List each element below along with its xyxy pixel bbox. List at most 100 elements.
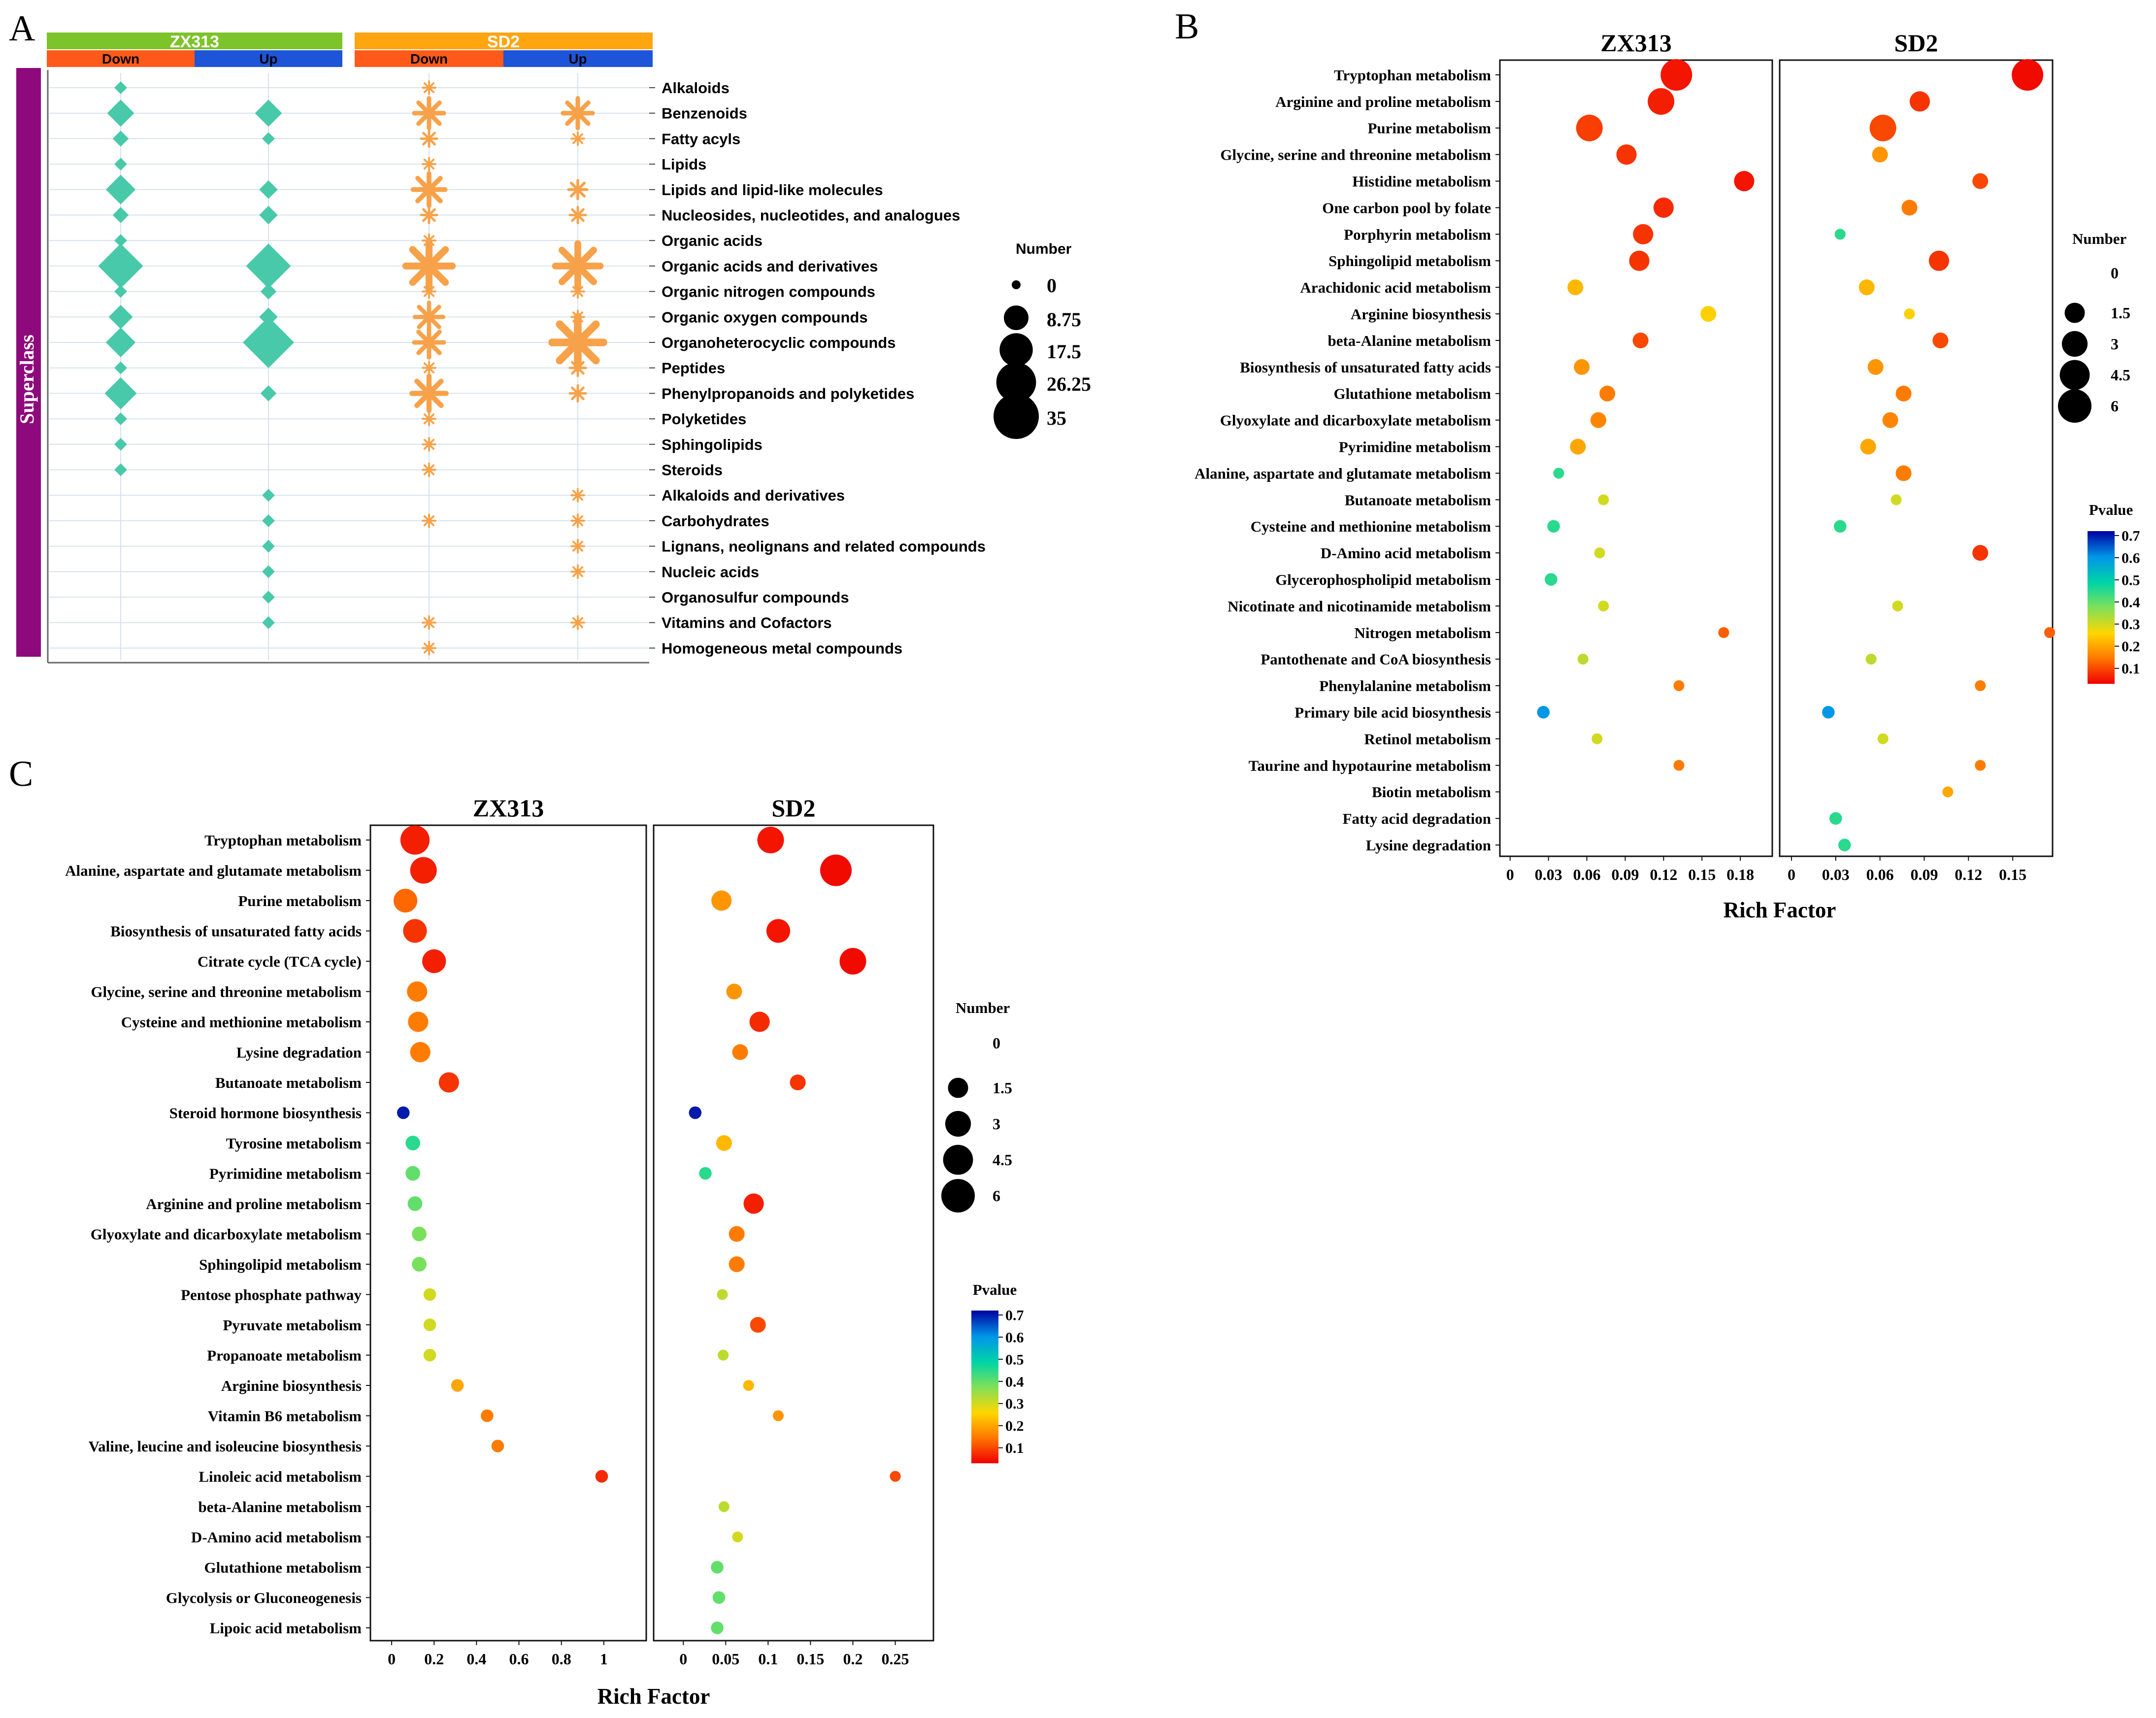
panel-c-point-sd2-steroid-hormone-biosynthesis — [689, 1106, 702, 1119]
panel-b-point-zx313-d-amino-acid-metabolism — [1594, 547, 1605, 559]
superclass-label-sphingolipids: Sphingolipids — [662, 436, 763, 453]
panel-b-pathway-label-glycerophospholipid-metabolism: Glycerophospholipid metabolism — [1275, 571, 1491, 588]
panel-c-pathway-label-glycine-serine-and-threonine-metabolism: Glycine, serine and threonine metabolism — [91, 983, 362, 1000]
panel-c-point-sd2-alanine-aspartate-and-glutamate-metabolism — [820, 854, 852, 886]
point-zx313-down-lipids-and-lipid-like-molecules — [105, 174, 136, 204]
panel-c-facet-title-sd2: SD2 — [772, 794, 816, 822]
panel-b-point-zx313-primary-bile-acid-biosynthesis — [1537, 706, 1550, 719]
point-zx313-up-vitamins-and-cofactors — [262, 616, 275, 629]
point-zx313-down-organic-acids-and-derivatives — [98, 243, 143, 289]
panel-c-x-tick-label: 0.1 — [758, 1650, 778, 1668]
panel-c-point-sd2-glycine-serine-and-threonine-metabolism — [726, 983, 742, 1000]
panel-c-x-axis-title: Rich Factor — [597, 1684, 710, 1709]
superclass-label-homogeneous-metal-compounds: Homogeneous metal compounds — [662, 640, 902, 657]
panel-b-facet-title-zx313: ZX313 — [1600, 29, 1671, 57]
panel-c-point-sd2-butanoate-metabolism — [790, 1074, 806, 1091]
superclass-label-organic-nitrogen-compounds: Organic nitrogen compounds — [662, 283, 875, 301]
point-zx313-down-organic-acids — [114, 234, 127, 247]
panel-b-pathway-label-tryptophan-metabolism: Tryptophan metabolism — [1334, 67, 1491, 84]
panel-c-colorbar-label: 0.1 — [1005, 1440, 1024, 1456]
superclass-label-organic-acids-and-derivatives: Organic acids and derivatives — [662, 258, 878, 275]
panel-c-point-zx313-valine-leucine-and-isoleucine-biosynthesis — [491, 1440, 504, 1452]
point-zx313-up-nucleic-acids — [262, 565, 275, 578]
panel-c-x-tick-label: 0.25 — [882, 1650, 909, 1668]
panel-b-pathway-label-arginine-biosynthesis: Arginine biosynthesis — [1351, 305, 1491, 323]
panel-c-legend-size-label: 6 — [993, 1187, 1000, 1205]
panel-b-pathway-label-primary-bile-acid-biosynthesis: Primary bile acid biosynthesis — [1294, 704, 1491, 721]
panel-b-legend-size-label: 0 — [2111, 264, 2119, 282]
superclass-label-polyketides: Polyketides — [662, 410, 746, 428]
zx313-up-label: Up — [259, 51, 277, 67]
panel-b-x-tick-label: 0.03 — [1822, 866, 1850, 883]
panel-c-point-zx313-lysine-degradation — [410, 1042, 431, 1063]
panel-b-colorbar-label: 0.6 — [2122, 550, 2140, 566]
panel-c-pathway-label-citrate-cycle-tca-cycle: Citrate cycle (TCA cycle) — [198, 953, 362, 970]
panel-b-x-tick-label: 0.06 — [1573, 866, 1601, 883]
panel-b-point-zx313-arachidonic-acid-metabolism — [1567, 279, 1584, 296]
zx313-group-bar — [47, 33, 342, 49]
point-sd2-down-lipids — [422, 157, 436, 171]
panel-b-legend-size-symbol — [2061, 331, 2088, 357]
superclass-label-lignans-neolignans-and-related-compounds: Lignans, neolignans and related compound… — [662, 538, 986, 555]
panel-b-point-sd2-sphingolipid-metabolism — [1928, 250, 1950, 271]
panel-c-point-sd2-pyruvate-metabolism — [750, 1316, 766, 1333]
point-sd2-down-fatty-acyls — [420, 129, 438, 148]
panel-c-facet-box-zx313 — [369, 824, 647, 1642]
panel-b-point-zx313-retinol-metabolism — [1592, 733, 1603, 744]
panel-b-point-sd2-fatty-acid-degradation — [1829, 812, 1842, 825]
panel-c-pathway-label-arginine-and-proline-metabolism: Arginine and proline metabolism — [146, 1195, 362, 1213]
panel-c-point-zx313-pentose-phosphate-pathway — [423, 1288, 436, 1301]
panel-b-x-tick-label: 0.09 — [1611, 866, 1639, 883]
panel-c-facet-title-zx313: ZX313 — [473, 794, 544, 822]
point-sd2-up-phenylpropanoids-and-polyketides — [568, 384, 587, 403]
point-zx313-down-polyketides — [114, 412, 127, 426]
point-sd2-up-organic-acids-and-derivatives — [552, 240, 604, 292]
panel-c-colorbar-label: 0.3 — [1005, 1396, 1024, 1412]
panel-c-pathway-label-pyrimidine-metabolism: Pyrimidine metabolism — [209, 1165, 362, 1182]
panel-c-pathway-label-glyoxylate-and-dicarboxylate-metabolism: Glyoxylate and dicarboxylate metabolism — [91, 1225, 362, 1243]
panel-a-legend-symbol — [996, 362, 1036, 403]
panel-c-pathway-label-butanoate-metabolism: Butanoate metabolism — [215, 1074, 362, 1091]
panel-c-pathway-label-alanine-aspartate-and-glutamate-metabolism: Alanine, aspartate and glutamate metabol… — [65, 862, 362, 879]
superclass-label-organosulfur-compounds: Organosulfur compounds — [662, 589, 849, 606]
panel-a-legend-title: Number — [1016, 241, 1072, 257]
panel-b-pathway-label-porphyrin-metabolism: Porphyrin metabolism — [1344, 226, 1491, 243]
panel-c-pathway-label-biosynthesis-of-unsaturated-fatty-acids: Biosynthesis of unsaturated fatty acids — [110, 922, 362, 940]
panel-b-legend-size-symbol — [2058, 389, 2091, 423]
panel-b-point-zx313-phenylalanine-metabolism — [1673, 680, 1685, 691]
point-zx313-up-phenylpropanoids-and-polyketides — [260, 385, 277, 402]
sd2-down-bar — [355, 50, 503, 67]
panel-c-point-zx313-butanoate-metabolism — [438, 1072, 459, 1093]
panel-c-point-sd2-biosynthesis-of-unsaturated-fatty-acids — [766, 919, 791, 943]
point-zx313-down-nucleosides-nucleotides-and-analogues — [112, 207, 129, 223]
panel-b-colorbar-label: 0.5 — [2122, 572, 2140, 588]
panel-c-pathway-label-vitamin-b6-metabolism: Vitamin B6 metabolism — [208, 1407, 362, 1424]
panel-c-pathway-label-lysine-degradation: Lysine degradation — [236, 1044, 362, 1061]
panel-b-point-zx313-pantothenate-and-coa-biosynthesis — [1577, 653, 1589, 665]
point-sd2-up-lipids-and-lipid-like-molecules — [567, 179, 589, 201]
panel-b-point-sd2-phenylalanine-metabolism — [1975, 680, 1986, 691]
panel-b-pathway-label-butanoate-metabolism: Butanoate metabolism — [1345, 491, 1491, 508]
panel-c-pathway-label-arginine-biosynthesis: Arginine biosynthesis — [221, 1377, 362, 1394]
panel-b-point-zx313-alanine-aspartate-and-glutamate-metabolism — [1553, 468, 1564, 479]
point-sd2-up-nucleic-acids — [570, 564, 585, 579]
panel-b-pathway-label-arginine-and-proline-metabolism: Arginine and proline metabolism — [1275, 93, 1491, 110]
superclass-label-phenylpropanoids-and-polyketides: Phenylpropanoids and polyketides — [662, 385, 914, 402]
panel-b-point-sd2-taurine-and-hypotaurine-metabolism — [1975, 760, 1986, 771]
panel-c-point-zx313-arginine-and-proline-metabolism — [407, 1196, 423, 1211]
superclass-label-benzenoids: Benzenoids — [662, 105, 747, 122]
point-zx313-down-benzenoids — [107, 100, 134, 127]
point-zx313-down-organic-nitrogen-compounds — [114, 285, 127, 298]
point-zx313-up-fatty-acyls — [262, 132, 275, 145]
panel-c-legend-size-label: 0 — [993, 1034, 1000, 1052]
point-sd2-down-polyketides — [422, 411, 436, 426]
point-sd2-down-sphingolipids — [422, 437, 436, 452]
superclass-label-nucleosides-nucleotides-and-analogues: Nucleosides, nucleotides, and analogues — [662, 207, 960, 224]
panel-c-point-sd2-linoleic-acid-metabolism — [890, 1471, 901, 1482]
panel-c-legend-size-label: 1.5 — [993, 1079, 1012, 1097]
panel-b-x-tick-label: 0.12 — [1955, 866, 1982, 883]
point-zx313-up-organoheterocyclic-compounds — [243, 317, 294, 368]
point-zx313-down-alkaloids — [114, 81, 127, 94]
panel-b-point-sd2-biosynthesis-of-unsaturated-fatty-acids — [1867, 359, 1884, 375]
panel-a-legend-label: 26.25 — [1047, 373, 1091, 395]
